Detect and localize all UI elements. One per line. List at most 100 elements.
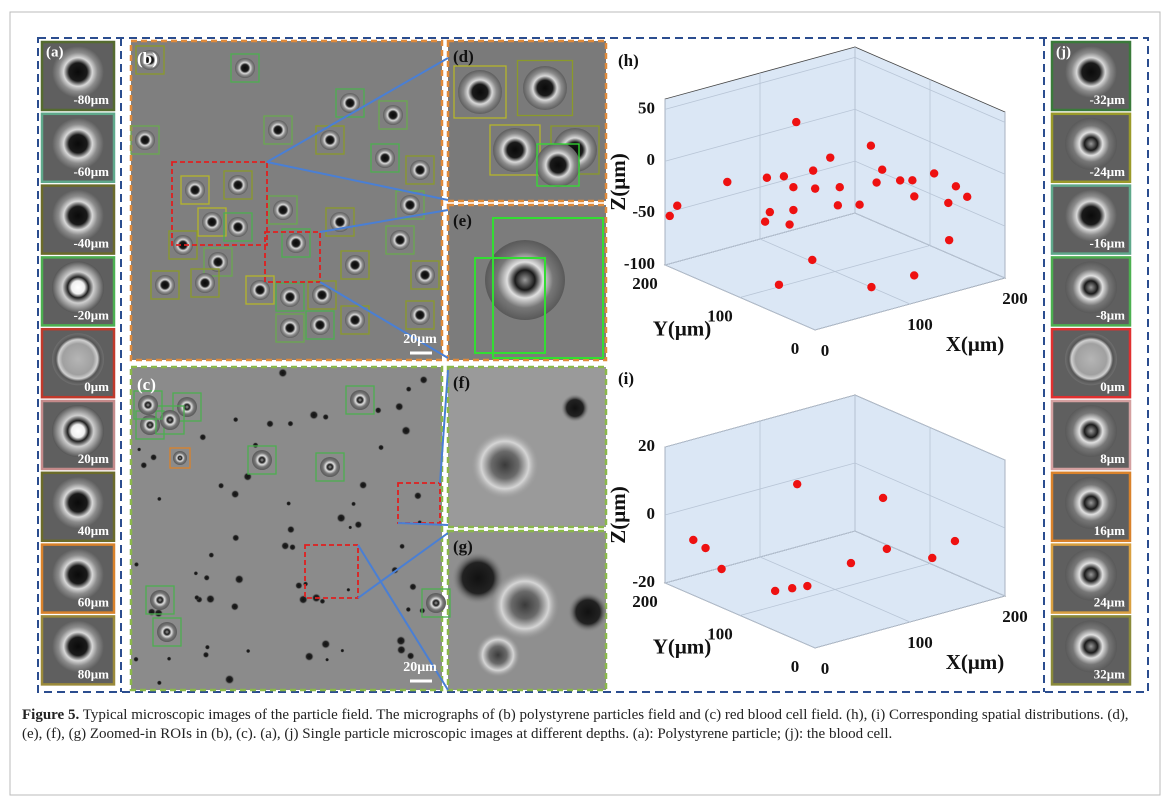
cell-dot [395, 402, 404, 411]
cell-dot [305, 652, 314, 661]
data-point [788, 584, 796, 592]
z-axis-label: Z(μm) [606, 486, 630, 543]
data-point [803, 582, 811, 590]
cell-dot [287, 420, 293, 426]
particle [177, 397, 197, 417]
particle [320, 130, 340, 150]
data-point [808, 256, 816, 264]
data-point [945, 236, 953, 244]
cell-dot [194, 595, 200, 601]
particle [350, 390, 370, 410]
data-point [963, 193, 971, 201]
panel-label: (j) [1056, 44, 1071, 60]
depth-label: 60μm [78, 595, 109, 610]
depth-label: -8μm [1096, 307, 1125, 322]
particle [400, 195, 420, 215]
y-axis-label: Y(μm) [653, 316, 712, 340]
particle [345, 310, 365, 330]
depth-label: -24μm [1089, 164, 1125, 179]
particle-image [52, 333, 104, 385]
particle [228, 175, 248, 195]
particle [458, 70, 502, 114]
particle [375, 148, 395, 168]
particle [140, 415, 160, 435]
particle-image [52, 620, 104, 672]
data-point [867, 142, 875, 150]
cell-dot [281, 542, 290, 551]
depth-label: 24μm [1094, 595, 1125, 610]
x-axis-label: X(μm) [946, 650, 1005, 674]
data-point [910, 271, 918, 279]
cell-dot [157, 680, 162, 685]
tick-label: 0 [647, 150, 656, 169]
cell-dot [346, 588, 350, 592]
data-point [792, 118, 800, 126]
particle-image [52, 190, 104, 242]
particle [185, 180, 205, 200]
cell-dot [289, 544, 296, 551]
cell-dot [133, 656, 139, 662]
particle [157, 622, 177, 642]
depth-label: 20μm [78, 451, 109, 466]
particle [250, 280, 270, 300]
data-point [836, 183, 844, 191]
data-point [780, 172, 788, 180]
cell-dot [348, 525, 352, 529]
particle-image [1065, 333, 1117, 385]
cell-dot [378, 444, 384, 450]
cell-dot [199, 433, 206, 440]
tick-label: -20 [632, 572, 655, 591]
data-point [717, 565, 725, 573]
data-point [834, 201, 842, 209]
data-point [673, 202, 681, 210]
particle-image [1065, 620, 1117, 672]
particle-image [1065, 405, 1117, 457]
cell-dot [134, 562, 139, 567]
particle [390, 230, 410, 250]
data-point [847, 559, 855, 567]
data-point [928, 554, 936, 562]
particle [280, 318, 300, 338]
particle [202, 212, 222, 232]
data-point [689, 536, 697, 544]
figure-page: -80μm-60μm-40μm-20μm0μm20μm40μm60μm80μm(… [0, 0, 1171, 800]
cell-dot [231, 602, 240, 611]
cell-dot [295, 582, 303, 590]
cell-dot [150, 454, 157, 461]
tick-label: -100 [624, 254, 655, 273]
panel-label: (a) [46, 44, 64, 60]
cell-dot [208, 552, 214, 558]
data-point [766, 208, 774, 216]
tick-label: 0 [647, 504, 656, 523]
depth-label: -20μm [73, 307, 109, 322]
particle [491, 571, 559, 639]
data-point [666, 212, 674, 220]
depth-label: -80μm [73, 92, 109, 107]
tick-label: 100 [907, 315, 933, 334]
data-point [879, 494, 887, 502]
depth-label: -32μm [1089, 92, 1125, 107]
data-point [896, 176, 904, 184]
cell-dot [351, 501, 356, 506]
depth-label: 16μm [1094, 523, 1125, 538]
particle-image [1065, 261, 1117, 313]
cell-dot [233, 417, 239, 423]
cell-dot [203, 651, 210, 658]
cell-dot [234, 575, 244, 585]
tick-label: 0 [821, 341, 830, 360]
cell-dot [137, 447, 141, 451]
data-point [826, 153, 834, 161]
particle [310, 315, 330, 335]
particle-image [52, 405, 104, 457]
tick-label: 0 [791, 339, 800, 358]
data-point [723, 178, 731, 186]
particle [195, 273, 215, 293]
caption-text: Typical microscopic images of the partic… [22, 707, 1129, 742]
cell-dot [278, 368, 287, 377]
cell-dot [325, 658, 329, 662]
particle [273, 200, 293, 220]
particle [410, 160, 430, 180]
data-point [883, 545, 891, 553]
figure: -80μm-60μm-40μm-20μm0μm20μm40μm60μm80μm(… [0, 0, 1171, 800]
particle [471, 431, 539, 499]
